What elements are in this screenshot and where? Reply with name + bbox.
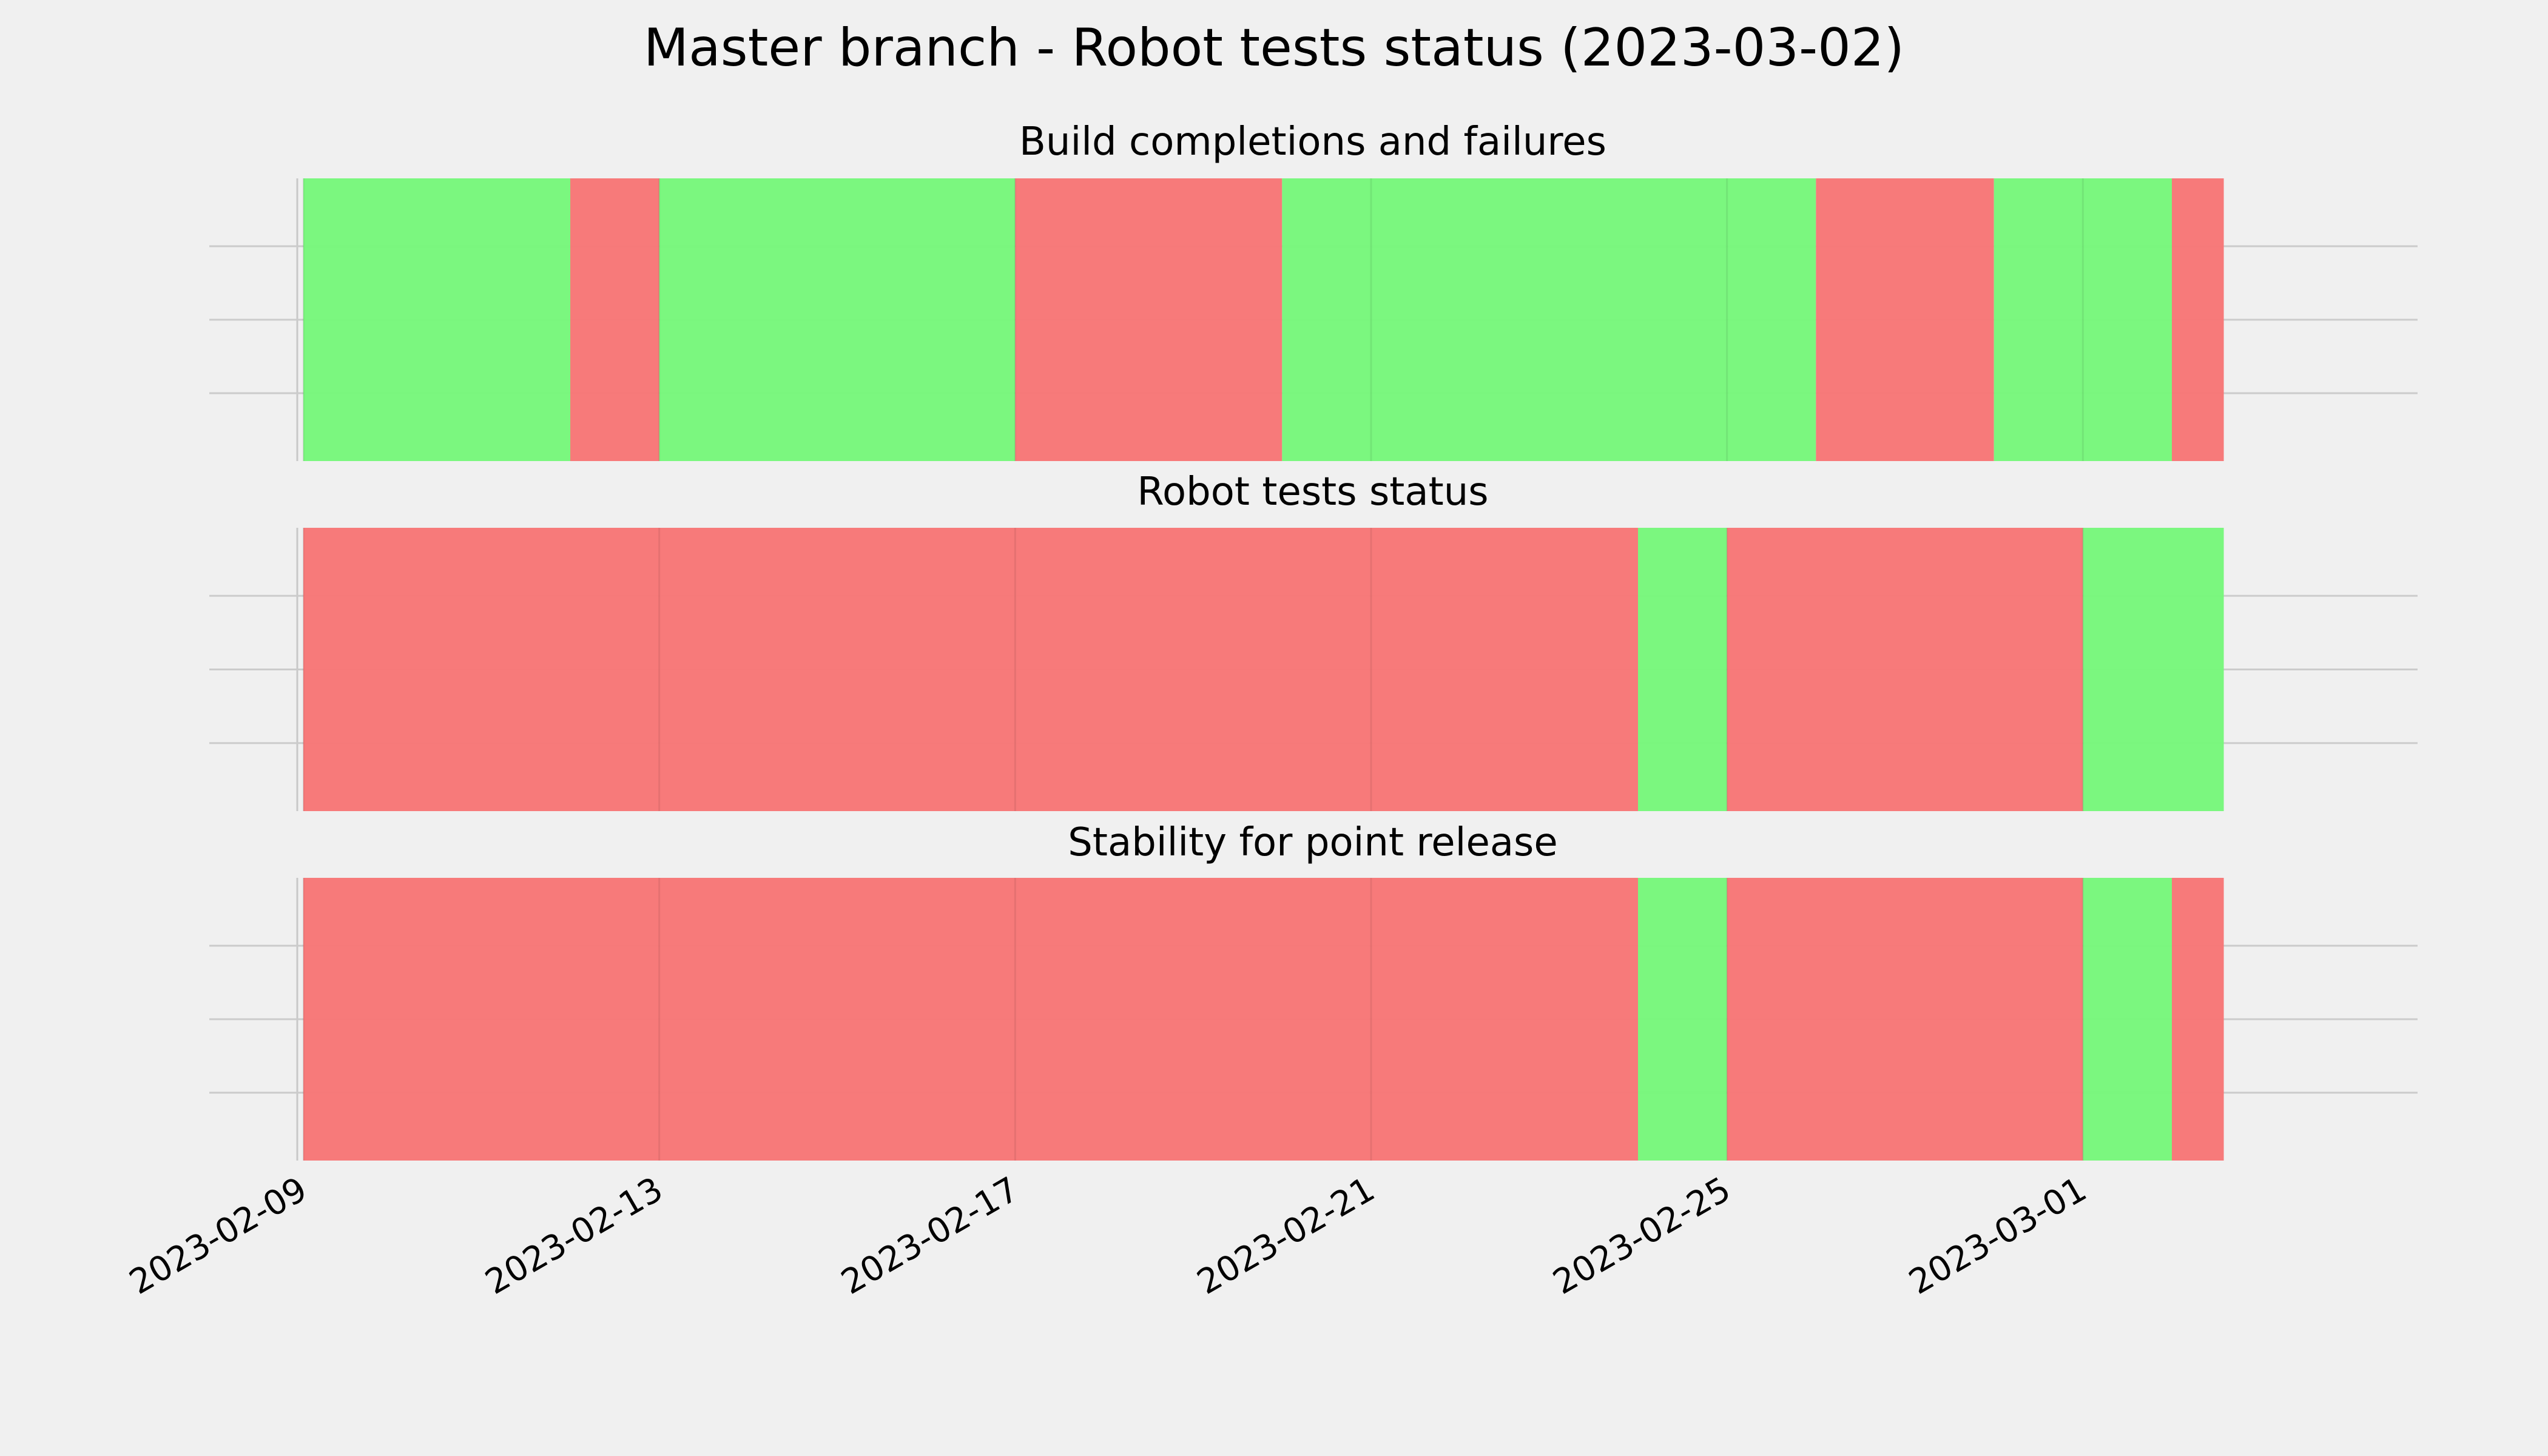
status-segment-failure — [1727, 528, 2083, 811]
x-tick-label: 2023-03-01 — [1903, 1170, 2093, 1303]
status-segment-success — [2083, 528, 2224, 811]
panel-title: Stability for point release — [1068, 820, 1558, 865]
status-segment-success — [303, 178, 570, 461]
status-segment-failure — [303, 878, 1638, 1161]
status-segment-failure — [2172, 878, 2224, 1161]
x-tick-label: 2023-02-25 — [1546, 1170, 1737, 1303]
status-segment-failure — [303, 528, 1638, 811]
status-segment-success — [1994, 178, 2172, 461]
status-segment-success — [1638, 878, 1727, 1161]
status-segment-success — [2083, 878, 2172, 1161]
status-segment-failure — [1015, 178, 1282, 461]
status-segment-failure — [570, 178, 659, 461]
status-segment-failure — [1727, 878, 2083, 1161]
panel-title: Build completions and failures — [1019, 120, 1606, 164]
status-segment-failure — [1816, 178, 1994, 461]
status-segment-success — [1638, 528, 1727, 811]
chart-title: Master branch - Robot tests status (2023… — [644, 18, 1904, 78]
x-tick-label: 2023-02-21 — [1191, 1170, 1381, 1303]
x-tick-label: 2023-02-13 — [479, 1170, 669, 1303]
panel-title: Robot tests status — [1137, 470, 1488, 514]
status-segment-success — [1282, 178, 1816, 461]
x-tick-label: 2023-02-17 — [835, 1170, 1025, 1303]
x-tick-label: 2023-02-09 — [123, 1170, 314, 1303]
status-segment-success — [659, 178, 1016, 461]
status-segment-failure — [2172, 178, 2224, 461]
